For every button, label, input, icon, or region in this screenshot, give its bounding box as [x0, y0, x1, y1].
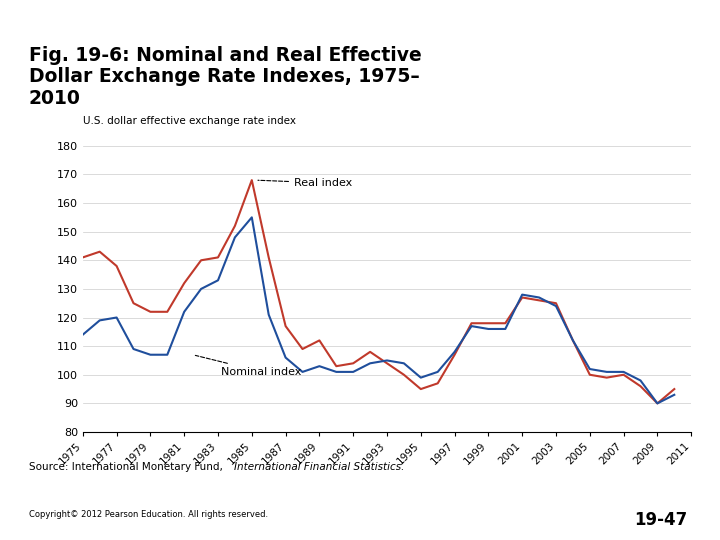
- Text: 2010: 2010: [29, 89, 81, 108]
- Text: Source: International Monetary Fund,: Source: International Monetary Fund,: [29, 462, 226, 472]
- Text: Real index: Real index: [258, 178, 352, 188]
- Text: 19-47: 19-47: [634, 511, 687, 529]
- Text: Fig. 19-6: Nominal and Real Effective: Fig. 19-6: Nominal and Real Effective: [29, 46, 421, 65]
- Text: Copyright© 2012 Pearson Education. All rights reserved.: Copyright© 2012 Pearson Education. All r…: [29, 510, 268, 519]
- Text: International Financial Statistics.: International Financial Statistics.: [234, 462, 405, 472]
- Text: Dollar Exchange Rate Indexes, 1975–: Dollar Exchange Rate Indexes, 1975–: [29, 68, 420, 86]
- Text: Nominal index: Nominal index: [195, 355, 302, 377]
- Text: U.S. dollar effective exchange rate index: U.S. dollar effective exchange rate inde…: [83, 116, 296, 126]
